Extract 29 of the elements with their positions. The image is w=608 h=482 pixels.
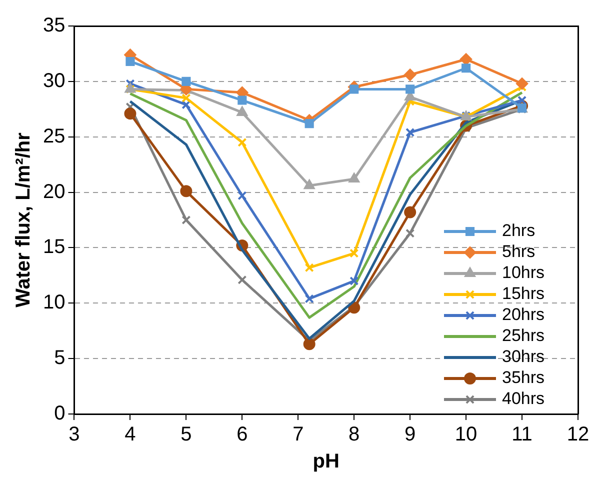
y-tick-label: 20 [42, 180, 66, 203]
x-tick-label: 3 [68, 424, 80, 446]
y-tick-label: 15 [42, 236, 66, 258]
legend-label: 10hrs [502, 263, 545, 282]
legend-label: 5hrs [502, 242, 536, 262]
y-tick-label: 30 [42, 70, 66, 92]
legend-label: 20hrs [502, 305, 545, 324]
x-tick-label: 4 [124, 424, 136, 446]
legend-label: 25hrs [502, 326, 545, 346]
legend-label: 40hrs [502, 389, 545, 408]
x-tick-label: 8 [348, 424, 360, 446]
legend-label: 2hrs [502, 221, 536, 240]
x-tick-label: 6 [236, 424, 248, 446]
y-tick-label: 0 [54, 402, 66, 425]
y-tick-label: 5 [54, 347, 66, 370]
x-tick-label: 9 [404, 424, 416, 446]
legend-label: 30hrs [502, 347, 545, 366]
x-axis-title: pH [312, 450, 340, 473]
x-tick-label: 10 [454, 424, 478, 446]
x-tick-label: 11 [512, 424, 532, 446]
x-tick-label: 5 [180, 424, 192, 446]
y-tick-label: 35 [42, 14, 66, 37]
x-tick-label: 7 [292, 424, 304, 446]
y-tick-label: 25 [42, 125, 66, 148]
legend-label: 35hrs [502, 368, 545, 388]
legend-label: 15hrs [502, 284, 545, 304]
y-axis-title: Water flux, L/m²/hr [12, 132, 35, 308]
x-tick-label: 12 [566, 424, 590, 446]
y-tick-label: 10 [42, 292, 66, 314]
